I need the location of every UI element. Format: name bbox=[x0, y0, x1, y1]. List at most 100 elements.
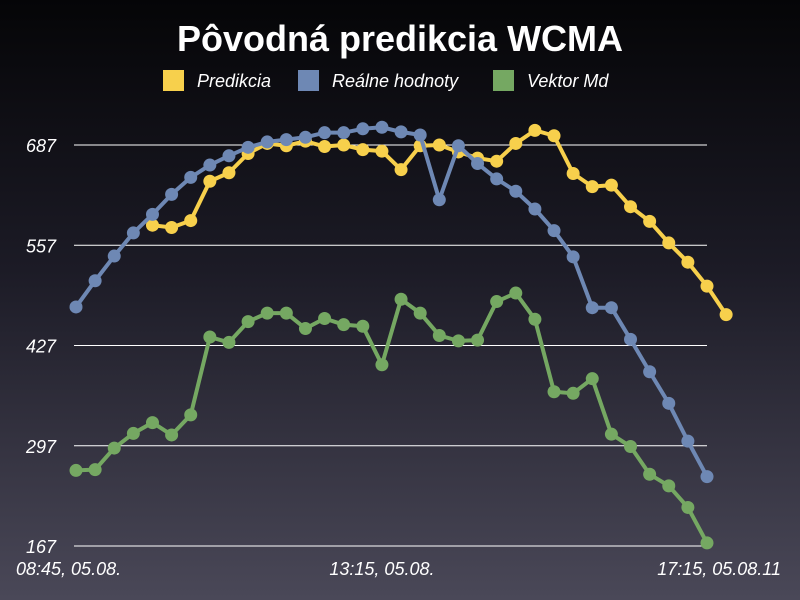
data-point-vektor-md bbox=[107, 441, 121, 455]
data-point-realne-hodnoty bbox=[337, 126, 351, 140]
data-point-realne-hodnoty bbox=[643, 365, 657, 379]
series-line-vektor-md bbox=[75, 291, 709, 544]
data-point-vektor-md bbox=[432, 328, 446, 342]
data-point-vektor-md bbox=[318, 312, 332, 326]
data-point-realne-hodnoty bbox=[356, 122, 370, 136]
data-point-vektor-md bbox=[88, 463, 102, 477]
legend-swatch-vektor-md bbox=[493, 70, 514, 91]
data-point-predikcia bbox=[375, 144, 389, 158]
data-point-realne-hodnoty bbox=[604, 301, 618, 315]
data-point-vektor-md bbox=[165, 428, 179, 442]
data-point-predikcia bbox=[528, 123, 542, 137]
data-point-vektor-md bbox=[509, 286, 523, 300]
data-point-predikcia bbox=[318, 140, 332, 154]
data-point-predikcia bbox=[624, 200, 638, 214]
data-point-vektor-md bbox=[547, 385, 561, 399]
data-point-predikcia bbox=[356, 143, 370, 157]
data-point-vektor-md bbox=[566, 386, 580, 400]
data-point-predikcia bbox=[566, 167, 580, 181]
x-axis-ticks: 08:45, 05.08. 13:15, 05.08. 17:15, 05.08.1… bbox=[16, 559, 781, 579]
data-point-vektor-md bbox=[528, 312, 542, 326]
y-axis-ticks: 687 557 427 297 167 bbox=[25, 136, 57, 557]
data-point-realne-hodnoty bbox=[184, 170, 198, 184]
data-point-realne-hodnoty bbox=[394, 125, 408, 139]
data-point-realne-hodnoty bbox=[279, 133, 293, 147]
data-point-vektor-md bbox=[413, 306, 427, 320]
data-point-realne-hodnoty bbox=[413, 128, 427, 142]
x-tick-label: 08:45, 05.08. bbox=[16, 559, 121, 579]
legend-label-vektor-md: Vektor Md bbox=[527, 71, 609, 91]
data-point-realne-hodnoty bbox=[241, 140, 255, 154]
data-point-vektor-md bbox=[490, 295, 504, 309]
data-point-realne-hodnoty bbox=[528, 202, 542, 216]
grid-layer bbox=[74, 144, 707, 547]
data-point-vektor-md bbox=[203, 330, 217, 344]
data-point-vektor-md bbox=[604, 427, 618, 441]
series-layer bbox=[69, 120, 733, 550]
y-tick-label: 427 bbox=[26, 337, 57, 357]
data-point-vektor-md bbox=[700, 536, 714, 550]
data-point-vektor-md bbox=[184, 408, 198, 422]
data-point-realne-hodnoty bbox=[566, 250, 580, 264]
data-point-predikcia bbox=[585, 180, 599, 194]
data-point-realne-hodnoty bbox=[624, 332, 638, 346]
data-point-realne-hodnoty bbox=[107, 249, 121, 263]
y-tick-label: 167 bbox=[26, 537, 57, 557]
data-point-realne-hodnoty bbox=[375, 120, 389, 134]
data-point-vektor-md bbox=[145, 416, 159, 430]
data-point-predikcia bbox=[662, 236, 676, 250]
data-point-realne-hodnoty bbox=[69, 300, 83, 314]
legend-swatch-predikcia bbox=[163, 70, 184, 91]
legend: Predikcia Reálne hodnoty Vektor Md bbox=[163, 70, 609, 91]
data-point-predikcia bbox=[681, 255, 695, 269]
data-point-predikcia bbox=[719, 308, 733, 322]
data-point-vektor-md bbox=[662, 479, 676, 493]
data-point-realne-hodnoty bbox=[700, 470, 714, 484]
data-point-predikcia bbox=[394, 163, 408, 177]
data-point-realne-hodnoty bbox=[490, 172, 504, 186]
data-point-vektor-md bbox=[298, 322, 312, 336]
data-point-vektor-md bbox=[337, 318, 351, 332]
x-tick-label: 17:15, 05.08.11 bbox=[657, 559, 781, 579]
data-point-predikcia bbox=[509, 136, 523, 150]
data-point-vektor-md bbox=[260, 306, 274, 320]
data-point-vektor-md bbox=[69, 463, 83, 477]
data-point-realne-hodnoty bbox=[662, 396, 676, 410]
data-point-realne-hodnoty bbox=[203, 158, 217, 172]
data-point-realne-hodnoty bbox=[681, 434, 695, 448]
data-point-predikcia bbox=[222, 166, 236, 180]
data-point-predikcia bbox=[145, 218, 159, 232]
data-point-realne-hodnoty bbox=[509, 184, 523, 198]
data-point-realne-hodnoty bbox=[145, 207, 159, 221]
data-point-realne-hodnoty bbox=[318, 126, 332, 140]
data-point-predikcia bbox=[700, 279, 714, 293]
data-point-realne-hodnoty bbox=[585, 301, 599, 315]
data-point-vektor-md bbox=[624, 440, 638, 454]
y-tick-label: 687 bbox=[26, 136, 57, 156]
data-point-realne-hodnoty bbox=[547, 224, 561, 238]
x-tick-label: 13:15, 05.08. bbox=[329, 559, 434, 579]
data-point-predikcia bbox=[203, 174, 217, 188]
series-realne-hodnoty bbox=[69, 120, 714, 484]
data-point-vektor-md bbox=[394, 292, 408, 306]
legend-swatch-realne-hodnoty bbox=[298, 70, 319, 91]
data-point-predikcia bbox=[337, 138, 351, 152]
data-point-realne-hodnoty bbox=[222, 149, 236, 163]
data-point-predikcia bbox=[184, 214, 198, 228]
series-line-predikcia bbox=[152, 128, 728, 316]
data-point-predikcia bbox=[604, 178, 618, 192]
data-point-vektor-md bbox=[279, 306, 293, 320]
legend-label-realne-hodnoty: Reálne hodnoty bbox=[332, 71, 459, 91]
data-point-vektor-md bbox=[356, 319, 370, 333]
data-point-realne-hodnoty bbox=[88, 274, 102, 288]
data-point-realne-hodnoty bbox=[432, 193, 446, 207]
data-point-predikcia bbox=[432, 138, 446, 152]
data-point-vektor-md bbox=[681, 500, 695, 514]
data-point-realne-hodnoty bbox=[451, 139, 465, 153]
data-point-vektor-md bbox=[241, 315, 255, 329]
data-point-vektor-md bbox=[222, 335, 236, 349]
chart-title: Pôvodná predikcia WCMA bbox=[176, 18, 624, 59]
data-point-vektor-md bbox=[375, 358, 389, 372]
data-point-realne-hodnoty bbox=[298, 130, 312, 144]
